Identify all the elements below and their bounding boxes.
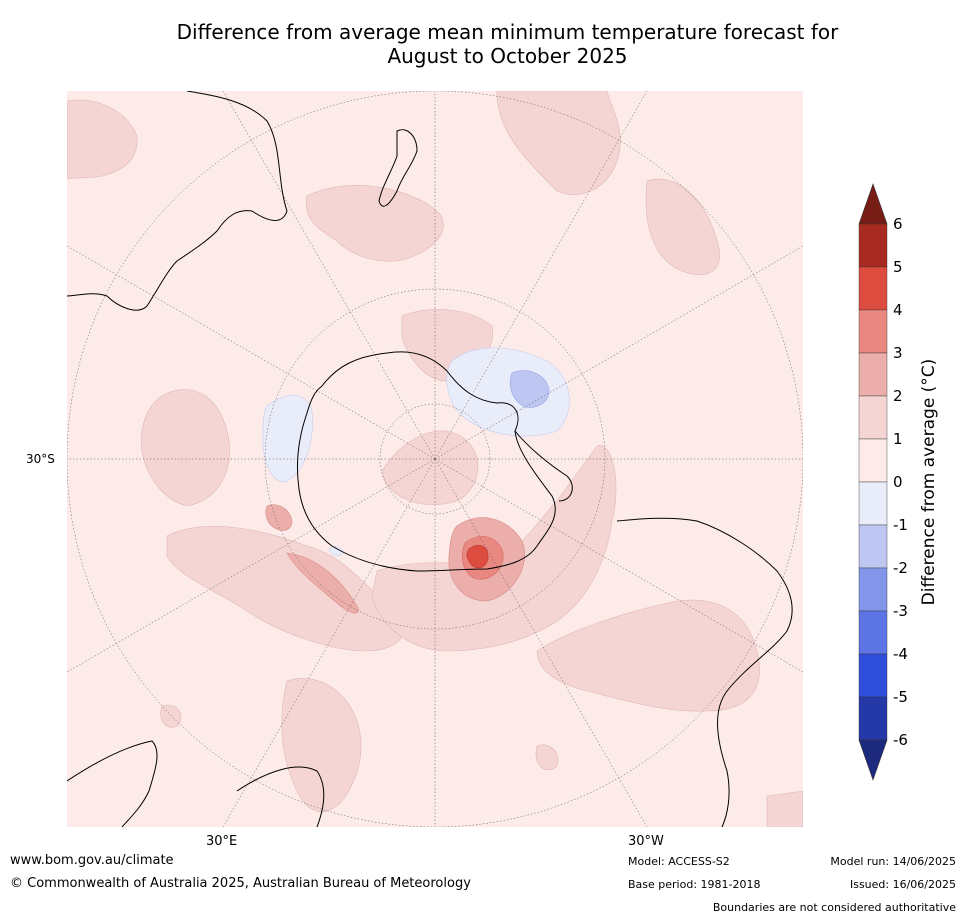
footer-disclaimer: Boundaries are not considered authoritat… [712, 901, 956, 914]
chart-title: Difference from average mean minimum tem… [80, 20, 935, 68]
colorbar-tick-label: 5 [893, 258, 903, 276]
anomaly-neg-1-0 [262, 347, 570, 556]
anomaly-4-5 [466, 544, 489, 569]
colorbar-bin [858, 438, 888, 483]
colorbar-tick-label: 1 [893, 430, 903, 448]
footer-copyright: © Commonwealth of Australia 2025, Austra… [10, 876, 471, 891]
coastlines [67, 91, 793, 827]
colorbar-bin [858, 266, 888, 311]
anomaly-neg-2-1 [509, 370, 550, 408]
colorbar-bin [858, 223, 888, 268]
colorbar-under-triangle [858, 739, 888, 781]
longitude-label-east: 30°E [206, 834, 238, 849]
colorbar-bin [858, 610, 888, 655]
anomaly-1-2 [67, 91, 803, 827]
map-svg [67, 91, 803, 827]
title-line-2: August to October 2025 [387, 44, 628, 68]
longitude-label-west: 30°W [628, 834, 664, 849]
graticule-circles [67, 91, 803, 827]
colorbar-tick-label: -6 [893, 731, 908, 749]
polar-map [67, 91, 803, 827]
colorbar [855, 180, 955, 785]
colorbar-tick-label: -2 [893, 559, 908, 577]
footer-url[interactable]: www.bom.gov.au/climate [10, 853, 174, 868]
latitude-label: 30°S [26, 452, 55, 466]
colorbar-tick-label: 3 [893, 344, 903, 362]
footer-model-run: Model run: 14/06/2025 [830, 855, 956, 868]
colorbar-bin [858, 309, 888, 354]
footer-base-period: Base period: 1981-2018 [628, 878, 761, 891]
footer-issued: Issued: 16/06/2025 [849, 878, 956, 891]
colorbar-over-triangle [858, 183, 888, 225]
graticule-meridians [67, 91, 803, 827]
footer-model: Model: ACCESS-S2 [628, 855, 730, 868]
colorbar-tick-label: 2 [893, 387, 903, 405]
colorbar-axis-label: Difference from average (°C) [919, 358, 939, 606]
colorbar-bin [858, 524, 888, 569]
colorbar-bin [858, 352, 888, 397]
colorbar-tick-label: -1 [893, 516, 908, 534]
colorbar-tick-label: 6 [893, 215, 903, 233]
colorbar-bin [858, 653, 888, 698]
colorbar-tick-label: -4 [893, 645, 908, 663]
title-line-1: Difference from average mean minimum tem… [176, 20, 839, 44]
colorbar-svg [858, 183, 888, 781]
colorbar-tick-label: -5 [893, 688, 908, 706]
colorbar-tick-label: 0 [893, 473, 903, 491]
colorbar-bin [858, 395, 888, 440]
colorbar-bin [858, 567, 888, 612]
colorbar-tick-label: 4 [893, 301, 903, 319]
colorbar-tick-label: -3 [893, 602, 908, 620]
colorbar-bin [858, 481, 888, 526]
colorbar-bin [858, 696, 888, 741]
